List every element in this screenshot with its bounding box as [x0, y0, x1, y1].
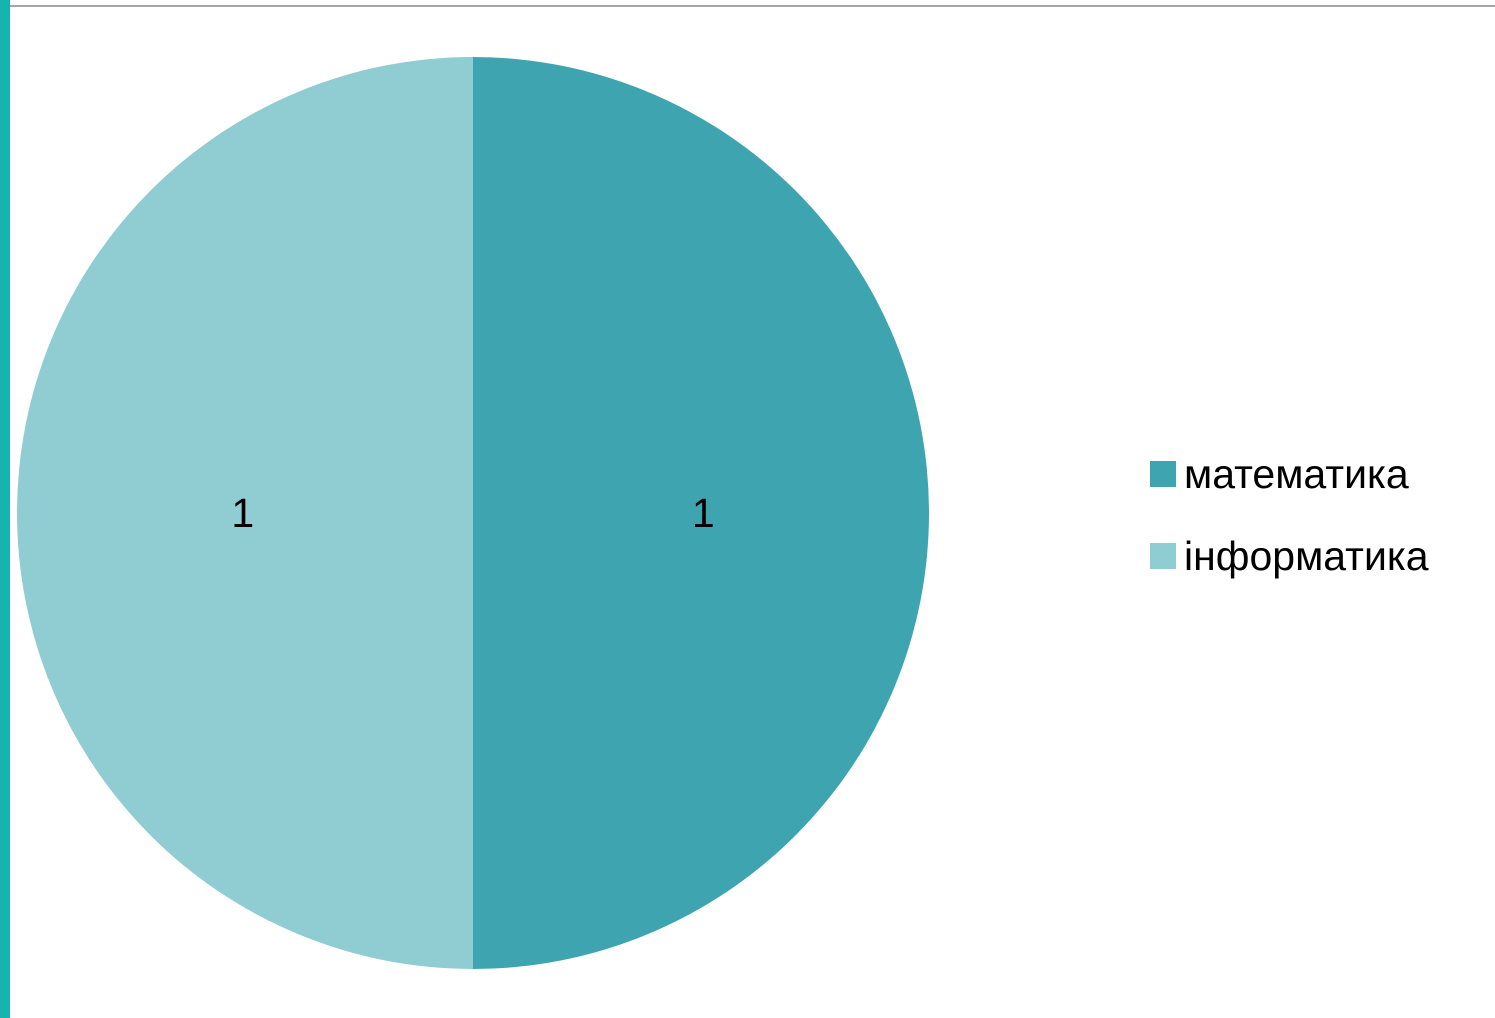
- data-label-1: 1: [692, 490, 715, 536]
- legend-label: математика: [1184, 451, 1409, 497]
- pie-data-labels: 11: [231, 490, 714, 536]
- legend-item: математика: [1150, 452, 1429, 496]
- legend-swatch: [1150, 543, 1176, 569]
- chart-legend: математика інформатика: [1150, 452, 1429, 578]
- legend-label: інформатика: [1184, 533, 1429, 579]
- pie-slice-2: [17, 57, 473, 969]
- pie-slice-1: [473, 57, 929, 969]
- legend-swatch: [1150, 461, 1176, 487]
- data-label-2: 1: [231, 490, 254, 536]
- legend-item: інформатика: [1150, 534, 1429, 578]
- top-divider: [10, 5, 1495, 7]
- pie-slices: [17, 57, 929, 969]
- accent-bar: [0, 0, 10, 1018]
